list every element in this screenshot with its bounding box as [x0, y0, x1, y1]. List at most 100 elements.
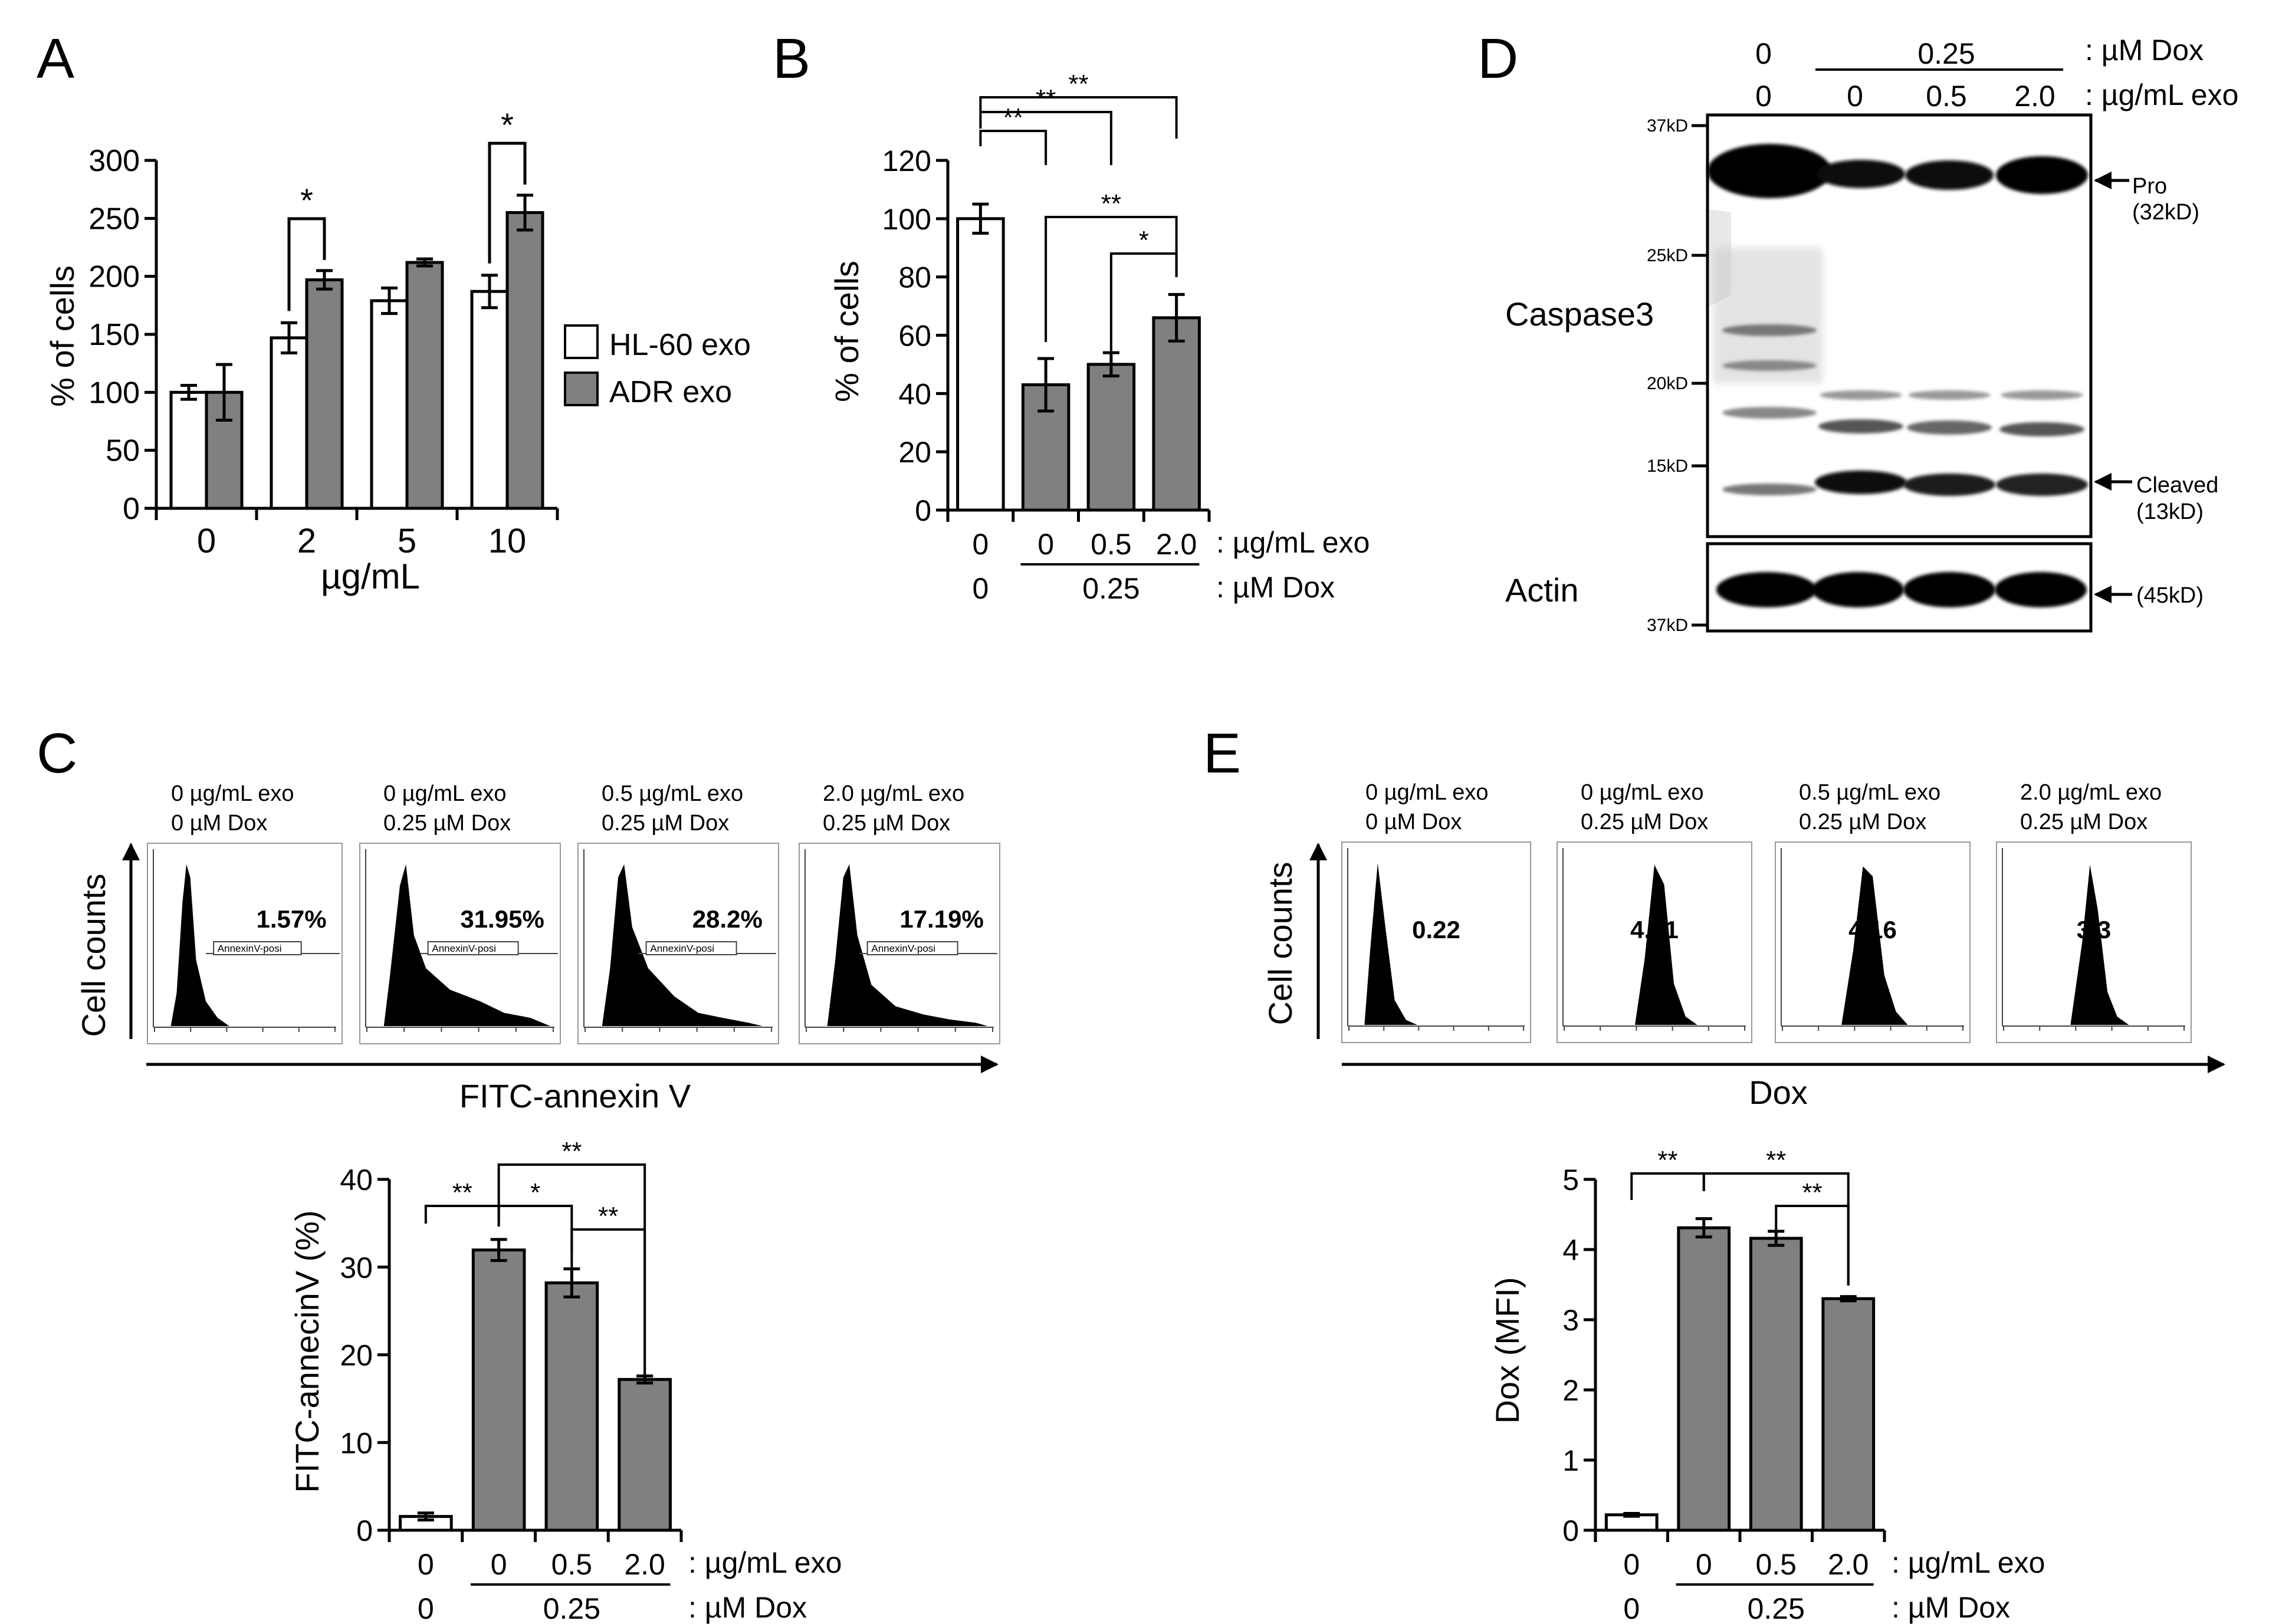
chartB-sig-bracket: [1045, 216, 1178, 342]
chartB-row2-first: 0: [972, 572, 989, 605]
flow-histogram-shape: [1635, 864, 1697, 1025]
chartA-bar: [305, 278, 344, 510]
chartE-sig-label: **: [1766, 1146, 1786, 1175]
chartE-x-tick-label: 0: [1623, 1548, 1640, 1581]
chartE-x-tick-label: 2.0: [1828, 1548, 1869, 1581]
chartB-sig-label: **: [1003, 103, 1023, 132]
chart-a-y-axis-label: % of cells: [44, 265, 81, 407]
chartE-row2-group: 0.25: [1748, 1592, 1805, 1624]
chartB-x-tick-label: 0.5: [1091, 528, 1132, 561]
chart-a-bars: [169, 193, 544, 510]
panel-label-a: A: [37, 27, 74, 90]
chartA-sig-bracket: [287, 217, 326, 311]
chartB-bar: [1152, 316, 1201, 512]
flow-gate-box: [866, 941, 958, 955]
panel-label-b: B: [773, 27, 810, 90]
chart-a-significance: **: [287, 106, 527, 311]
flow-percent-value: 28.2%: [692, 905, 763, 933]
flow-histogram: 2.0 µg/mL exo 0.25 µM Dox 3.3: [1996, 780, 2192, 1043]
chartB-y-tick-label: 20: [898, 436, 931, 469]
blot-dox-first: 0: [1755, 37, 1772, 70]
chartA-x-tick-label: 10: [488, 522, 527, 560]
chartC-bar: [544, 1281, 599, 1532]
chartB-y-tick-label: 120: [882, 144, 931, 177]
flow-condition-dox: 0.25 µM Dox: [602, 811, 729, 836]
chartB-x-tick-label: 0: [1037, 528, 1054, 561]
flow-histogram: 0.5 µg/mL exo 0.25 µM Dox 4.16: [1775, 780, 1971, 1043]
flow-condition-dox: 0.25 µM Dox: [1581, 810, 1708, 834]
chartC-x-tick-label: 0: [491, 1548, 507, 1581]
chartC-sig-bracket: [570, 1228, 646, 1377]
chartE-bar: [1677, 1226, 1731, 1532]
chartB-x-tick-label: 0: [972, 528, 989, 561]
blot-exo-unit: : µg/mL exo: [2085, 78, 2238, 111]
flow-c-y-axis-label: Cell counts: [75, 873, 112, 1037]
chartA-x-tick-label: 0: [197, 522, 216, 560]
flow-percent-value: 17.19%: [899, 905, 983, 933]
chartA-sig-label: *: [300, 182, 313, 219]
flow-percent-value: 4.31: [1630, 916, 1679, 944]
chartC-bar: [618, 1378, 672, 1532]
marker-15kd: 15kD: [1647, 456, 1688, 476]
chartE-y-tick-label: 1: [1562, 1444, 1579, 1477]
chartB-sig-label: *: [1139, 226, 1149, 255]
blot-exo-3: 2.0: [2014, 80, 2055, 113]
chartE-y-tick-label: 5: [1562, 1163, 1579, 1196]
chart-c-y-ticks: 0 10 20 30 40: [340, 1163, 391, 1547]
chartA-bar: [505, 211, 544, 510]
actin-bands: [1716, 572, 2087, 607]
chart-e-significance: ** ** **: [1630, 1146, 1850, 1286]
chart-a-x-ticks: 0 2 5 10: [155, 507, 559, 560]
chart-a-y-ticks: 0 50 100 150 200 250 300: [88, 144, 158, 526]
flow-histogram: 0 µg/mL exo 0.25 µM Dox 4.31: [1557, 780, 1752, 1043]
legend-label-adr: ADR exo: [609, 375, 732, 409]
chartA-bar: [169, 390, 208, 510]
chartB-y-tick-label: 100: [882, 203, 931, 236]
chart-a-legend: HL-60 exo ADR exo: [564, 324, 751, 409]
blot-exo-0: 0: [1755, 80, 1772, 113]
flow-gate-box: [645, 941, 737, 955]
flow-histogram: 2.0 µg/mL exo 0.25 µM Dox AnnexinV-posi 17.…: [799, 781, 1000, 1044]
chart-c-x-ticks: 0 0 0.5 2.0: µg/mL exo 0 0.25: µM Dox: [388, 1528, 842, 1624]
chartB-sig-label: **: [1101, 189, 1121, 218]
panel-label-e: E: [1203, 722, 1241, 785]
legend-swatch-hl60: [564, 324, 599, 359]
chart-c-bars: [399, 1238, 672, 1532]
chartA-bar: [405, 261, 444, 510]
blot-dox-unit: : µM Dox: [2085, 34, 2204, 67]
chartC-sig-bracket: [424, 1205, 500, 1227]
chartA-sig-bracket: [488, 142, 527, 264]
chartB-y-tick-label: 40: [898, 377, 931, 410]
flow-e-y-axis-label: Cell counts: [1262, 862, 1299, 1025]
chartA-bar: [470, 290, 509, 510]
chartB-sig-bracket: [1109, 252, 1178, 354]
blot-exo-2: 0.5: [1926, 80, 1967, 113]
chartB-y-tick-label: 80: [898, 261, 931, 294]
flow-condition-exo: 2.0 µg/mL exo: [2020, 780, 2162, 805]
pro-size: (32kD): [2132, 200, 2199, 225]
chartA-y-tick-label: 300: [88, 144, 140, 178]
flow-condition-exo: 0.5 µg/mL exo: [602, 781, 743, 806]
chartA-y-tick-label: 250: [88, 202, 140, 236]
chartC-y-tick-label: 10: [340, 1426, 373, 1459]
chart-c-significance: ** *****: [424, 1137, 646, 1383]
flow-condition-exo: 0 µg/mL exo: [171, 781, 294, 806]
flow-histogram-shape: [383, 864, 550, 1026]
flow-condition-dox: 0.25 µM Dox: [383, 811, 511, 836]
chart-b-significance: *********: [979, 70, 1178, 354]
chart-b-bars: [956, 202, 1201, 512]
chartE-x-tick-label: 0: [1696, 1548, 1712, 1581]
chartE-sig-label: **: [1802, 1178, 1822, 1207]
chartE-y-tick-label: 0: [1562, 1514, 1579, 1547]
chartC-y-tick-label: 20: [340, 1339, 373, 1372]
flow-condition-dox: 0 µM Dox: [1365, 810, 1462, 834]
flow-gate-box: [427, 941, 519, 955]
actin-size: (45kD): [2136, 583, 2204, 608]
chartB-row1-unit: : µg/mL exo: [1216, 526, 1370, 559]
pro-label: Pro: [2132, 174, 2167, 199]
marker-20kd: 20kD: [1647, 374, 1688, 393]
flow-histogram-shape: [2070, 864, 2129, 1025]
flow-histogram-shape: [1841, 866, 1908, 1025]
